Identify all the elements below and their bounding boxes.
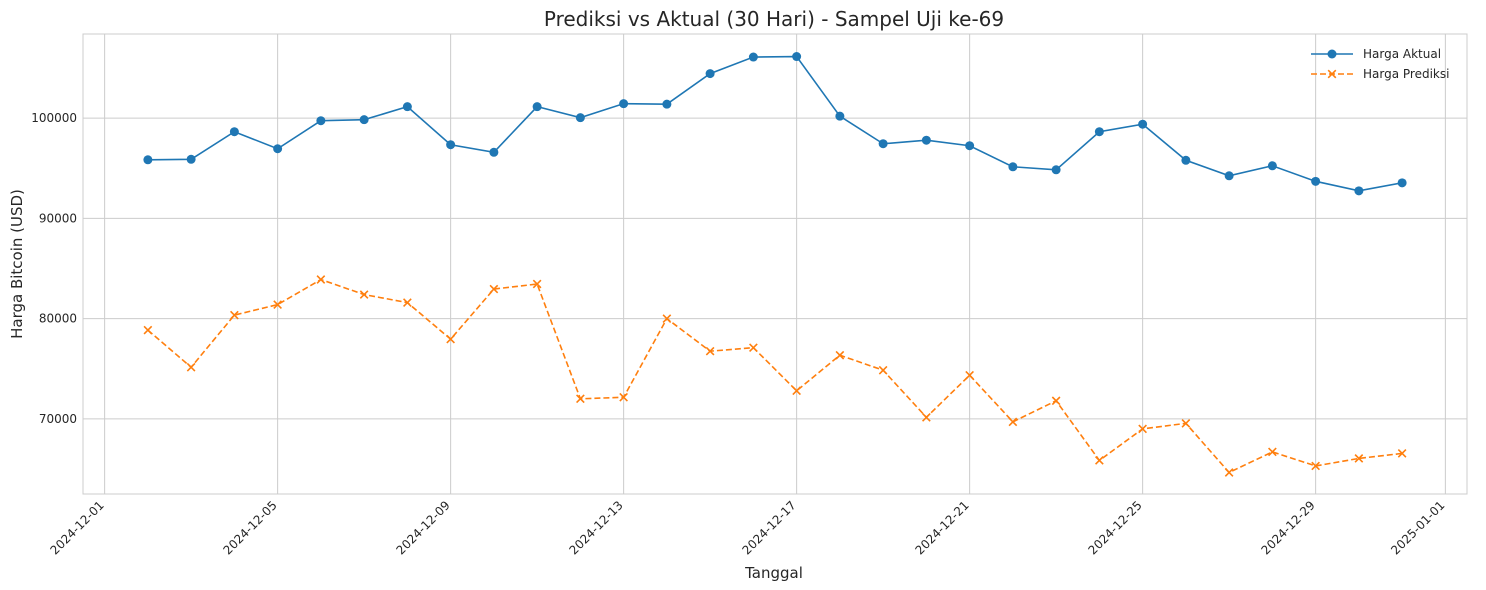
data-point [835, 350, 845, 360]
data-point [229, 127, 239, 137]
legend: Harga Aktual Harga Prediksi [1311, 47, 1449, 81]
data-point [316, 275, 326, 284]
data-point [576, 394, 585, 404]
y-axis-label: Harga Bitcoin (USD) [8, 189, 26, 339]
legend-item-predicted: Harga Prediksi [1311, 67, 1449, 81]
data-point [359, 290, 369, 299]
x-tick-label: 2024-12-25 [1086, 498, 1145, 557]
data-point [273, 300, 282, 309]
data-point [878, 365, 888, 375]
legend-label: Harga Prediksi [1363, 67, 1449, 81]
data-point [1267, 161, 1277, 171]
data-point [316, 116, 326, 126]
data-point [575, 113, 585, 123]
series-line-actual [147, 55, 1403, 192]
data-point [1181, 418, 1191, 428]
data-point [921, 135, 931, 145]
data-point [1224, 171, 1234, 181]
grid [83, 34, 1467, 494]
data-point [748, 52, 758, 62]
series-predicted [143, 275, 1407, 477]
y-tick-label: 80000 [39, 312, 77, 326]
data-point [1397, 449, 1407, 458]
legend-item-actual: Harga Aktual [1311, 47, 1441, 61]
data-point [273, 144, 283, 154]
data-point [965, 141, 975, 151]
data-point [143, 325, 153, 335]
x-axis-label: Tanggal [744, 564, 803, 582]
data-point [662, 314, 672, 323]
data-point [835, 111, 845, 121]
data-point [1095, 456, 1104, 465]
data-point [143, 155, 153, 165]
data-point [446, 334, 455, 344]
data-point [1008, 162, 1018, 172]
y-tick-label: 70000 [39, 412, 77, 426]
data-point [489, 284, 499, 294]
data-point [922, 412, 931, 422]
y-tick-labels: 70000 80000 90000 100000 [31, 111, 77, 426]
data-point [1138, 424, 1147, 434]
data-point [532, 102, 542, 112]
data-point [1138, 119, 1148, 129]
data-point [230, 310, 239, 320]
y-tick-label: 100000 [31, 111, 77, 125]
data-point [792, 386, 801, 396]
data-point [489, 147, 499, 157]
data-point [662, 99, 672, 109]
x-tick-label: 2024-12-29 [1259, 498, 1318, 557]
data-point [749, 343, 758, 353]
x-tick-label: 2025-01-01 [1388, 498, 1447, 557]
data-point [619, 392, 628, 402]
data-point [792, 52, 802, 62]
data-point [1051, 165, 1061, 175]
plot-frame [82, 33, 1468, 495]
x-tick-label: 2024-12-17 [740, 498, 799, 557]
data-point [1311, 176, 1321, 186]
data-point [1354, 454, 1364, 463]
data-point [705, 346, 715, 356]
chart-title: Prediksi vs Aktual (30 Hari) - Sampel Uj… [544, 7, 1004, 31]
legend-label: Harga Aktual [1363, 47, 1441, 61]
data-point [359, 115, 369, 125]
data-point [1181, 155, 1191, 165]
data-point [186, 362, 196, 372]
data-point [446, 140, 456, 150]
data-point [705, 69, 715, 79]
data-point [402, 102, 412, 112]
data-point [965, 370, 974, 380]
data-point [1008, 417, 1018, 427]
series-layer [143, 52, 1407, 477]
x-tick-label: 2024-12-21 [913, 498, 972, 557]
series-line-predicted [147, 278, 1403, 474]
x-tick-label: 2024-12-05 [221, 498, 280, 557]
data-point [1354, 186, 1364, 196]
data-point [1397, 178, 1407, 188]
data-point [1094, 127, 1104, 137]
data-point [1051, 396, 1061, 406]
data-point [532, 279, 542, 289]
x-tick-label: 2024-12-13 [567, 498, 626, 557]
data-point [1224, 468, 1234, 477]
x-tick-labels: 2024-12-01 2024-12-05 2024-12-09 2024-12-13… [48, 498, 1448, 557]
data-point [403, 298, 412, 307]
x-tick-label: 2024-12-01 [48, 498, 107, 557]
data-point [1311, 461, 1320, 471]
data-point [1268, 447, 1277, 457]
y-tick-label: 90000 [39, 211, 77, 225]
legend-marker [1327, 69, 1337, 79]
data-point [619, 99, 629, 109]
data-point [878, 139, 888, 149]
legend-marker [1327, 49, 1337, 59]
data-point [186, 154, 196, 164]
x-tick-label: 2024-12-09 [394, 498, 453, 557]
series-actual [143, 52, 1407, 196]
